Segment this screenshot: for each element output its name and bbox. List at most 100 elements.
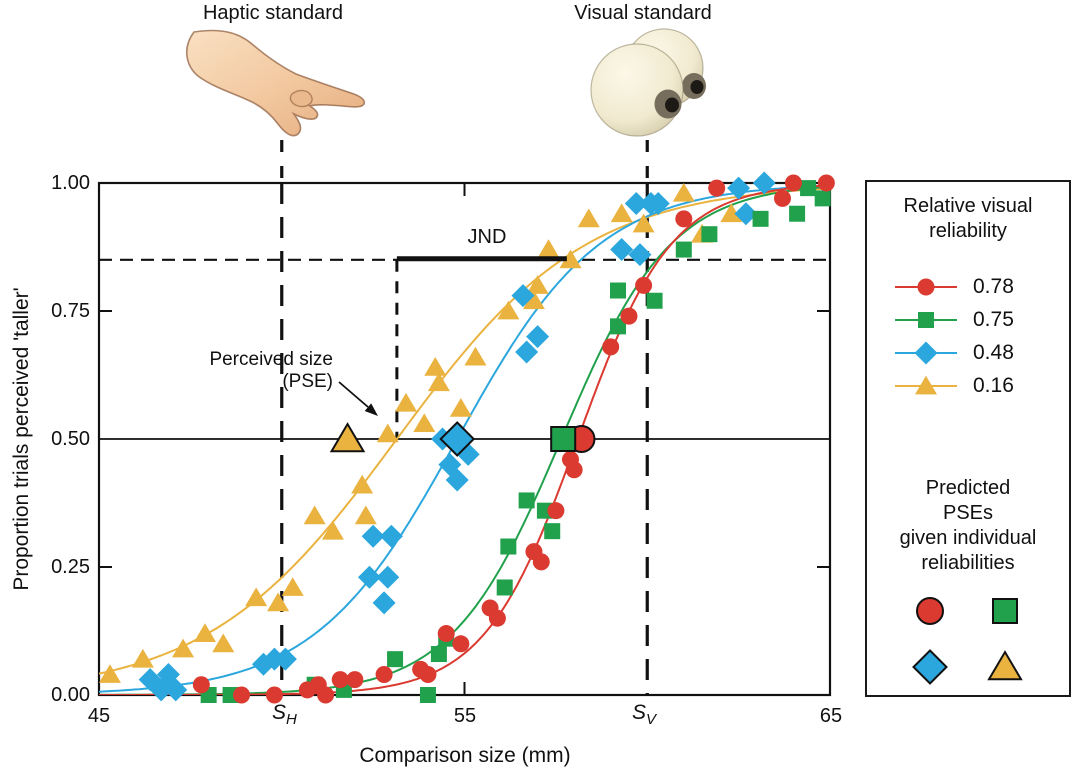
curve-0.78 — [99, 184, 830, 695]
point-square — [701, 226, 718, 243]
point-circle — [346, 671, 364, 689]
haptic-standard-label: Haptic standard — [202, 2, 344, 24]
point-diamond — [646, 191, 670, 215]
legend-marker-diamond — [895, 341, 957, 364]
legend-marker-circle — [895, 278, 957, 295]
point-square — [675, 241, 692, 258]
front-eyeball — [590, 43, 684, 137]
eyes-illustration — [590, 28, 706, 137]
legend-glyph-square — [918, 311, 934, 328]
pse-arrow-line — [338, 381, 369, 408]
curve-0.16 — [99, 187, 830, 675]
point-circle — [419, 666, 437, 684]
point-diamond — [628, 243, 652, 267]
pse-annotation-line1: Perceived size — [209, 349, 333, 370]
point-triangle — [720, 203, 743, 223]
point-diamond — [610, 238, 634, 262]
y-tick-0.00: 0.00 — [51, 684, 90, 706]
point-circle — [602, 338, 620, 356]
point-triangle — [526, 275, 549, 294]
point-circle — [784, 174, 802, 192]
legend-glyph-diamond — [914, 341, 938, 364]
point-triangle — [559, 249, 582, 269]
point-square — [387, 651, 404, 668]
point-triangle — [632, 213, 655, 233]
legend-glyph-circle — [917, 278, 935, 295]
point-diamond — [379, 524, 403, 548]
jnd-label: JND — [467, 226, 507, 248]
point-circle — [452, 635, 470, 653]
point-circle — [488, 609, 506, 627]
pse-annotation-label: Perceived size (PSE) — [133, 349, 333, 393]
point-square — [610, 318, 627, 335]
point-square — [800, 180, 817, 197]
predicted-pse-markers — [912, 597, 1023, 685]
predicted-legend-diamond — [912, 649, 948, 685]
predicted-pse-marker-0.16 — [329, 422, 366, 453]
point-triangle — [672, 182, 695, 202]
point-square — [496, 579, 513, 596]
hand-pinch-detail — [289, 89, 313, 108]
y-tick-0.50: 0.50 — [51, 428, 90, 450]
point-circle — [265, 686, 283, 704]
point-circle — [437, 625, 455, 643]
point-circle — [708, 179, 726, 197]
point-diamond — [734, 202, 758, 226]
point-triangle — [449, 397, 472, 417]
hand-illustration — [186, 29, 366, 137]
x-tick-65: 65 — [819, 705, 843, 727]
legend-glyph-triangle — [915, 375, 937, 394]
point-circle — [331, 671, 349, 689]
point-triangle — [98, 664, 121, 683]
predicted-legend-circle — [916, 597, 944, 625]
point-diamond — [511, 284, 535, 308]
curve-0.48 — [99, 184, 830, 693]
legend-item-0.16: 0.16 — [867, 369, 1069, 402]
legend-marker-triangle — [895, 375, 957, 394]
legend-box: Relative visual reliability 0.78 0.75 0.… — [865, 180, 1071, 697]
pse-arrow-head — [364, 403, 378, 416]
point-square — [789, 205, 806, 222]
point-triangle — [354, 505, 377, 525]
point-circle — [675, 210, 693, 228]
point-circle — [773, 189, 791, 207]
point-diamond — [727, 176, 751, 200]
point-diamond — [164, 678, 188, 702]
point-diamond — [273, 647, 297, 671]
x-tick-55: 55 — [453, 705, 477, 727]
visual-standard-label: Visual standard — [574, 2, 712, 24]
point-diamond — [445, 468, 469, 492]
point-circle — [233, 686, 251, 704]
point-square — [430, 646, 447, 663]
point-diamond — [526, 325, 550, 349]
predicted-pse-title: Predicted PSEs given individual reliabil… — [899, 477, 1037, 574]
point-diamond — [376, 565, 400, 589]
legend-item-0.48: 0.48 — [867, 336, 1069, 369]
point-circle — [192, 676, 210, 694]
point-diamond — [361, 524, 385, 548]
point-triangle — [413, 413, 436, 433]
point-triangle — [131, 648, 154, 668]
legend-item-0.75: 0.75 — [867, 303, 1069, 336]
point-triangle — [376, 423, 399, 443]
y-tick-0.25: 0.25 — [51, 556, 90, 578]
point-circle — [635, 276, 653, 294]
hand-shape — [186, 29, 366, 137]
point-triangle — [522, 290, 545, 310]
legend-rows: 0.78 0.75 0.48 0.16 — [867, 270, 1069, 402]
point-triangle — [497, 300, 520, 320]
point-triangle — [537, 239, 560, 258]
x-tick-45: 45 — [87, 705, 111, 727]
legend-marker-square — [895, 311, 957, 328]
point-circle — [547, 502, 565, 520]
point-square — [646, 292, 663, 309]
pse-annotation-line2: (PSE) — [282, 371, 333, 392]
point-square — [419, 687, 436, 703]
point-triangle — [212, 633, 235, 653]
points-0.48 — [138, 171, 776, 702]
point-circle — [375, 666, 393, 684]
point-square — [518, 492, 535, 509]
predicted-pse-marker-0.75 — [550, 426, 577, 452]
point-square — [544, 523, 561, 540]
